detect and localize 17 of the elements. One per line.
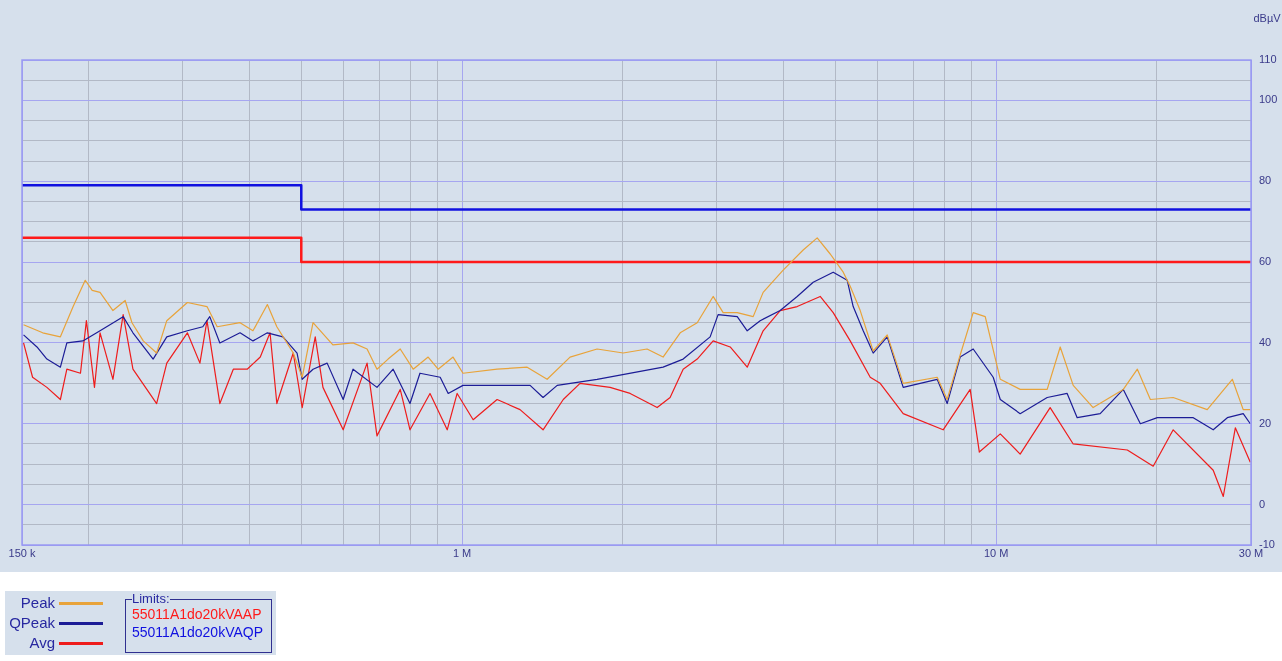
legend-label: QPeak bbox=[9, 613, 55, 633]
y-tick-label: 60 bbox=[1259, 255, 1272, 268]
y-axis-title: dBµV bbox=[1253, 12, 1282, 24]
x-tick-label: 10 M bbox=[983, 546, 1009, 559]
text: 55011A1do20kVAQP bbox=[132, 623, 264, 641]
x-tick-label: 150 k bbox=[8, 546, 36, 559]
y-tick-label: 100 bbox=[1259, 93, 1278, 106]
legend-title: Limits: bbox=[132, 591, 170, 606]
text: 55011A1do20kVAAP bbox=[132, 605, 263, 623]
y-tick-label: 0 bbox=[1259, 497, 1266, 510]
legend-label: Avg bbox=[28, 633, 55, 653]
y-tick-label: 80 bbox=[1259, 174, 1272, 187]
x-tick-label: 1 M bbox=[452, 546, 472, 559]
y-tick-label: 40 bbox=[1259, 335, 1272, 348]
y-tick-label: 20 bbox=[1259, 416, 1272, 429]
y-tick-label: 110 bbox=[1259, 53, 1277, 66]
legend-label: Peak bbox=[19, 593, 55, 613]
